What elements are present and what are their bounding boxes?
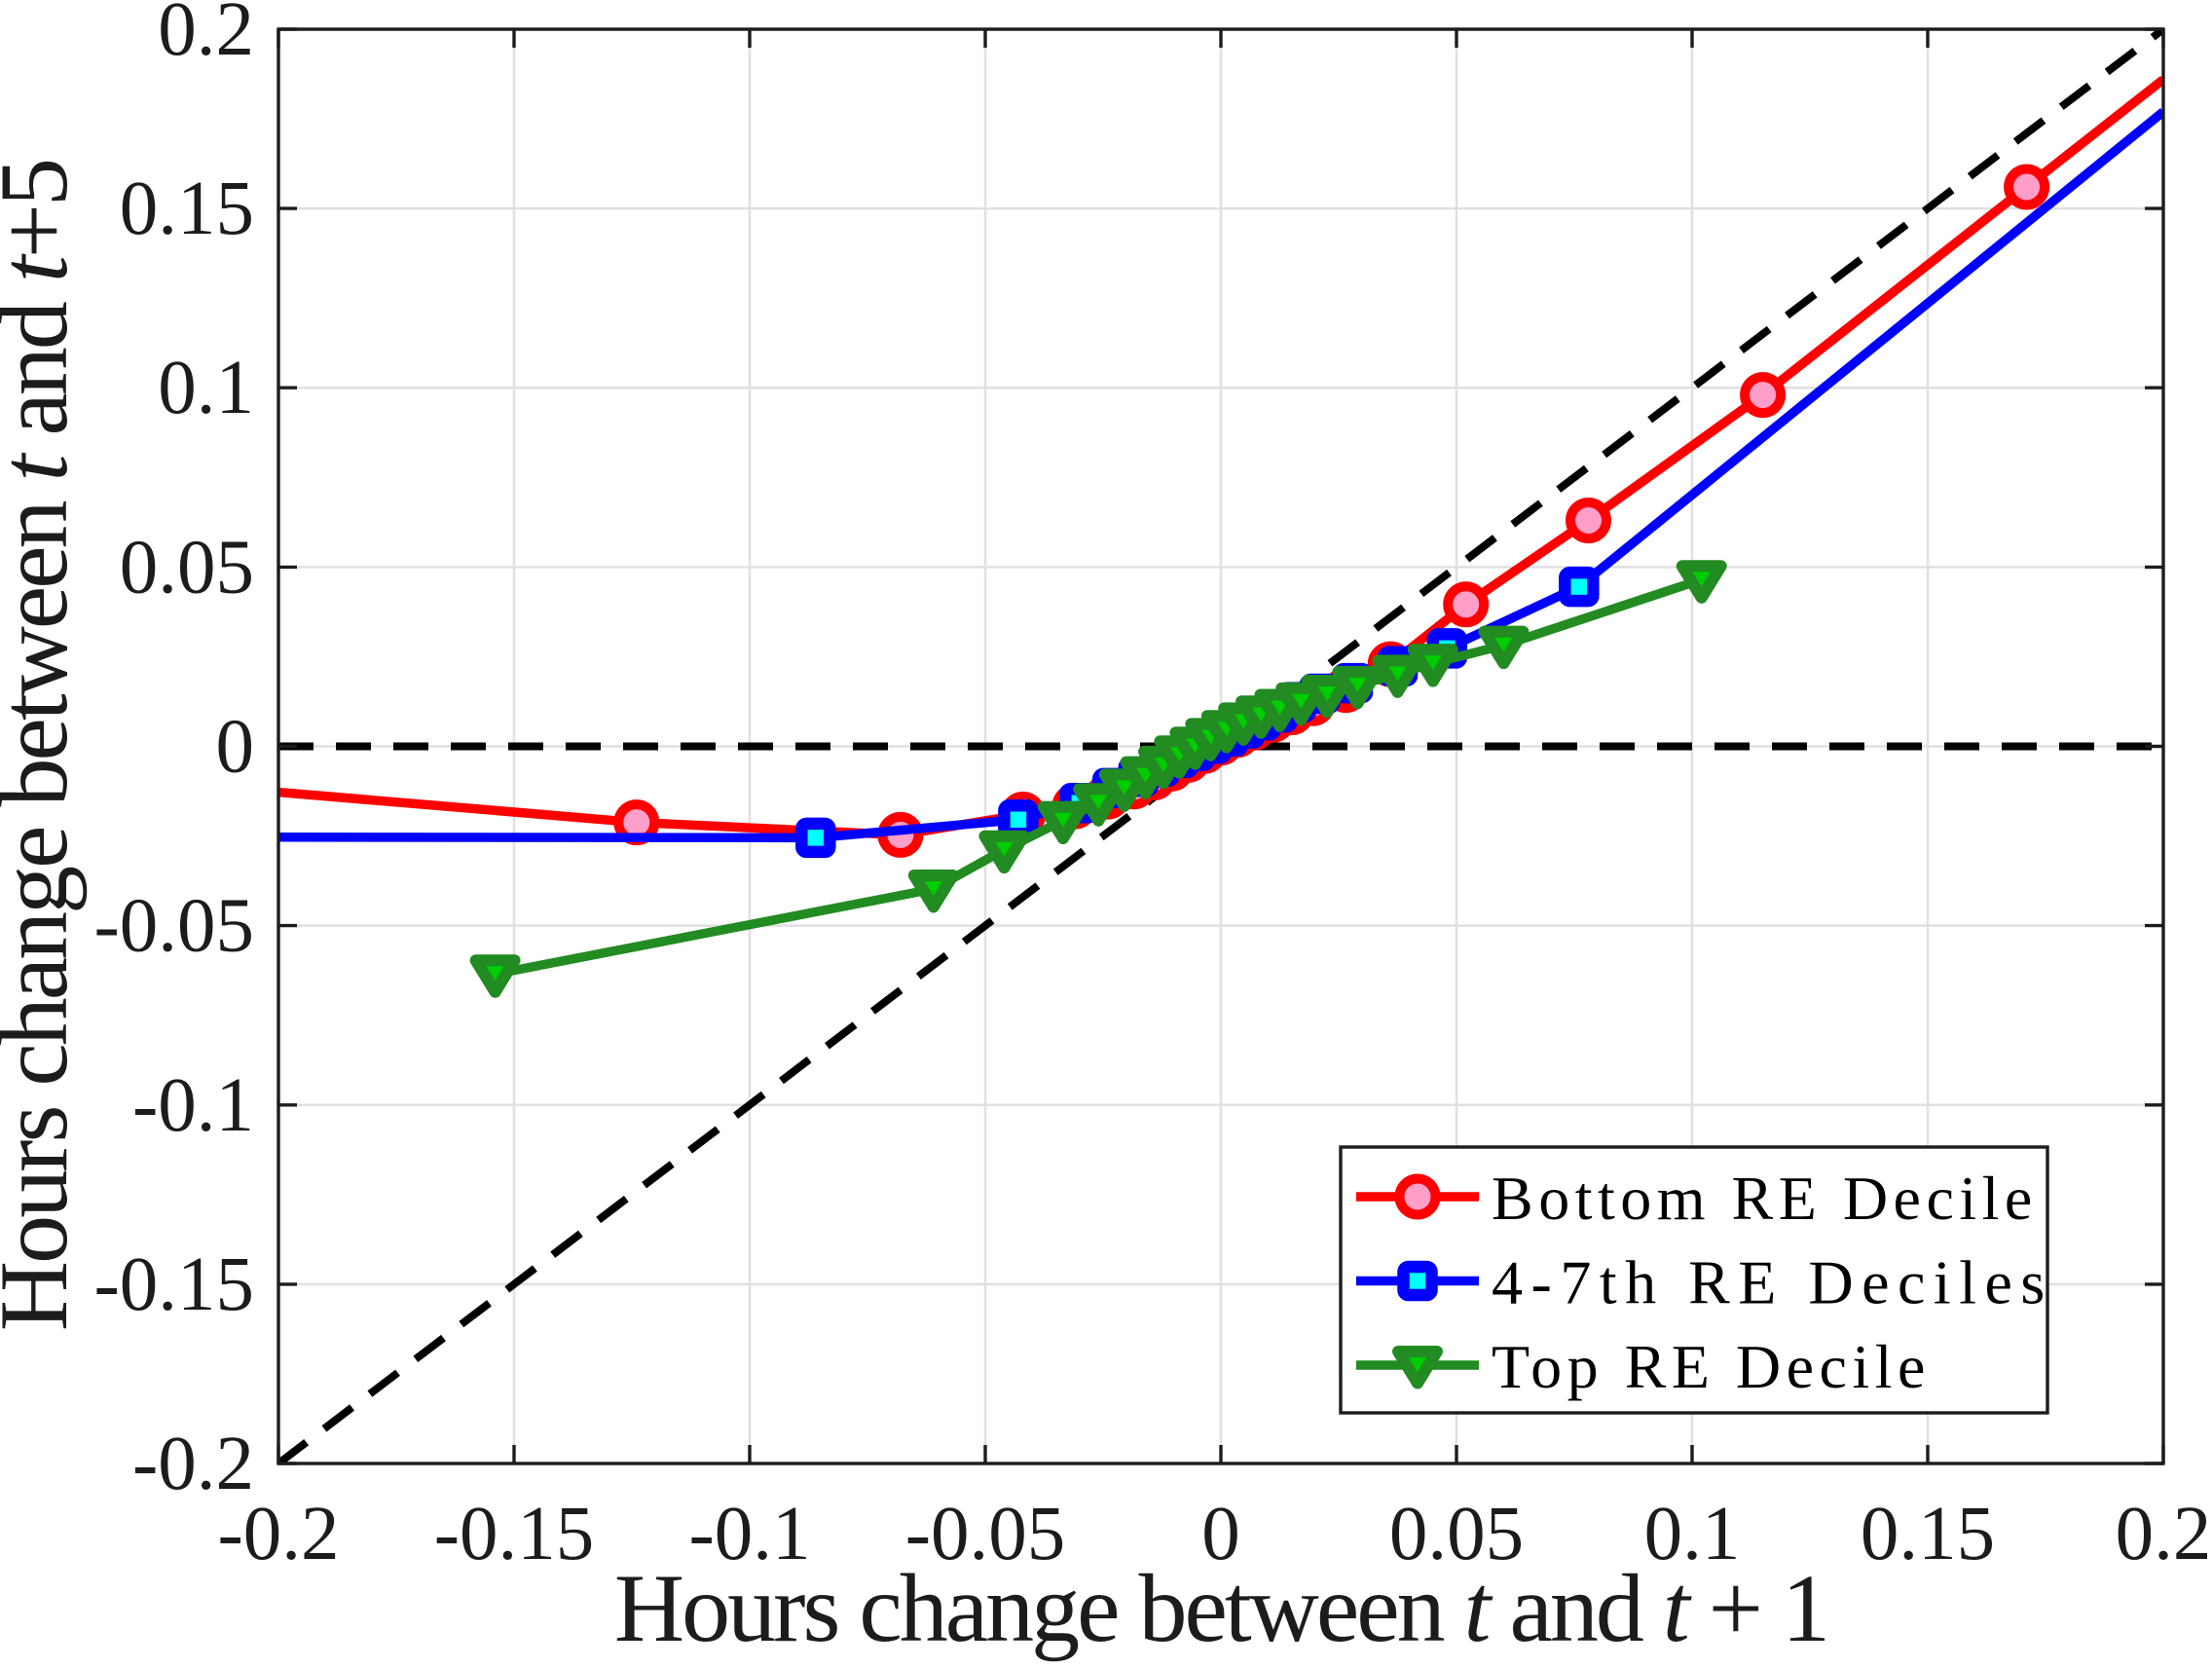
svg-text:0.15: 0.15 [120,167,254,251]
svg-text:0.2: 0.2 [2116,1492,2212,1576]
svg-text:0.05: 0.05 [1389,1492,1524,1576]
svg-text:0.2: 0.2 [158,0,254,72]
svg-text:Hours change between t and t+5: Hours change between t and t+5 [0,161,88,1331]
svg-text:0.05: 0.05 [120,525,254,610]
svg-text:0.15: 0.15 [1861,1492,1995,1576]
svg-text:-0.15: -0.15 [434,1492,595,1576]
svg-text:Bottom RE Decile: Bottom RE Decile [1492,1164,2038,1233]
svg-text:0: 0 [216,705,255,790]
svg-text:-0.05: -0.05 [905,1492,1066,1576]
svg-text:-0.15: -0.15 [93,1242,254,1327]
svg-text:-0.2: -0.2 [217,1492,339,1576]
svg-text:Top RE Decile: Top RE Decile [1492,1332,1931,1401]
svg-text:4-7th RE Deciles: 4-7th RE Deciles [1492,1248,2053,1317]
svg-text:-0.2: -0.2 [132,1422,254,1506]
svg-text:-0.1: -0.1 [688,1492,810,1576]
svg-text:Hours change between t and t +: Hours change between t and t + 1 [614,1554,1827,1662]
svg-text:0.1: 0.1 [1644,1492,1741,1576]
svg-text:0: 0 [1201,1492,1240,1576]
svg-text:-0.05: -0.05 [93,884,254,969]
svg-text:-0.1: -0.1 [132,1063,254,1148]
svg-text:0.1: 0.1 [158,346,254,430]
